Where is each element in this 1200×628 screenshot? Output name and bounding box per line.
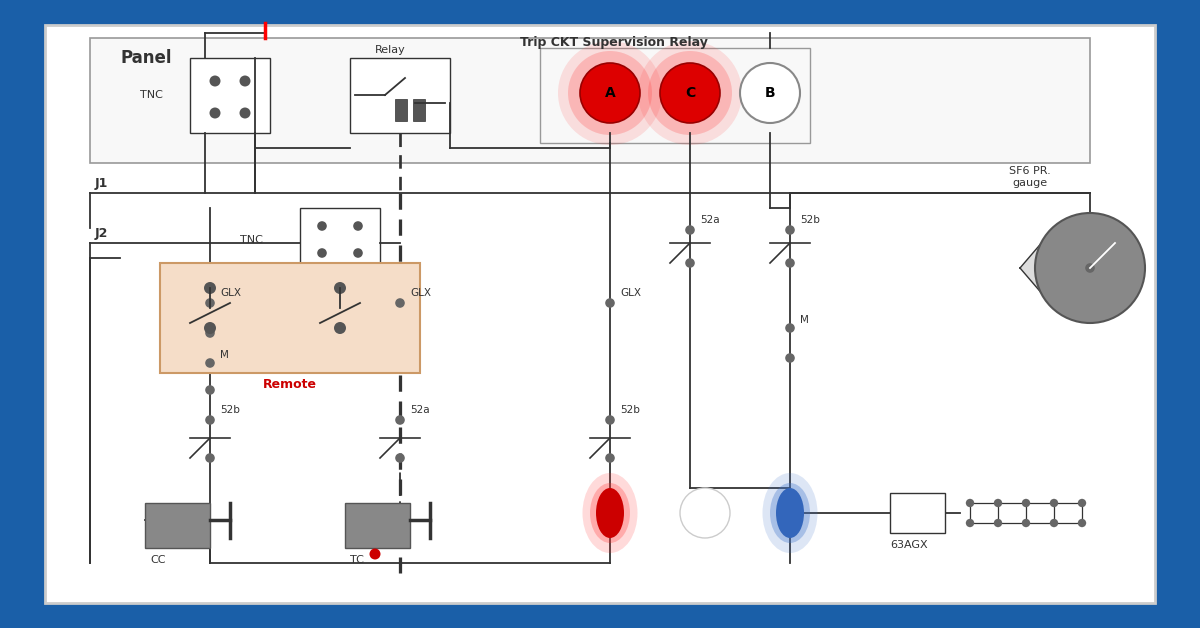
Circle shape <box>395 415 404 425</box>
Circle shape <box>994 499 1002 507</box>
Text: M: M <box>800 315 809 325</box>
Bar <box>395 99 407 121</box>
Text: 52a: 52a <box>700 215 720 225</box>
Text: 63AGX: 63AGX <box>890 540 928 550</box>
Circle shape <box>210 75 221 87</box>
Circle shape <box>605 415 614 425</box>
Circle shape <box>240 75 251 87</box>
Text: B: B <box>764 86 775 100</box>
Circle shape <box>680 488 730 538</box>
Circle shape <box>1022 519 1030 527</box>
Circle shape <box>317 248 326 258</box>
Bar <box>145 503 210 548</box>
Circle shape <box>685 258 695 268</box>
Text: SF6 PR.
gauge: SF6 PR. gauge <box>1009 166 1051 188</box>
Circle shape <box>205 298 215 308</box>
Circle shape <box>605 298 614 308</box>
Circle shape <box>966 519 974 527</box>
Circle shape <box>568 51 652 135</box>
Circle shape <box>334 322 346 334</box>
Text: 52b: 52b <box>800 215 820 225</box>
Circle shape <box>205 358 215 368</box>
Bar <box>300 208 380 273</box>
Circle shape <box>558 41 662 145</box>
Circle shape <box>1034 213 1145 323</box>
Text: J2: J2 <box>95 227 108 240</box>
Bar <box>90 38 1090 163</box>
Circle shape <box>204 322 216 334</box>
Circle shape <box>334 282 346 294</box>
Circle shape <box>205 415 215 425</box>
Circle shape <box>605 453 614 463</box>
Bar <box>890 493 946 533</box>
Circle shape <box>1078 499 1086 507</box>
Ellipse shape <box>582 473 637 553</box>
Circle shape <box>204 282 216 294</box>
Circle shape <box>1085 263 1094 273</box>
Bar <box>350 58 450 133</box>
Circle shape <box>240 107 251 119</box>
Circle shape <box>994 519 1002 527</box>
Circle shape <box>785 323 794 333</box>
Bar <box>190 58 270 133</box>
Circle shape <box>660 63 720 123</box>
Circle shape <box>785 258 794 268</box>
Circle shape <box>205 385 215 395</box>
Ellipse shape <box>762 473 817 553</box>
Text: 52b: 52b <box>220 405 240 415</box>
Text: TNC: TNC <box>140 90 163 100</box>
Circle shape <box>685 225 695 235</box>
Circle shape <box>353 248 362 258</box>
Circle shape <box>648 51 732 135</box>
Circle shape <box>1050 519 1058 527</box>
Circle shape <box>740 63 800 123</box>
Text: Remote: Remote <box>263 378 317 391</box>
Circle shape <box>395 453 404 463</box>
Circle shape <box>353 221 362 231</box>
Ellipse shape <box>776 488 804 538</box>
Circle shape <box>580 63 640 123</box>
Circle shape <box>1050 499 1058 507</box>
Text: GLX: GLX <box>620 288 641 298</box>
Ellipse shape <box>590 483 630 543</box>
Text: TNC: TNC <box>240 235 263 245</box>
Ellipse shape <box>770 483 810 543</box>
Text: J1: J1 <box>95 177 108 190</box>
Text: CC: CC <box>150 555 166 565</box>
Circle shape <box>785 353 794 363</box>
Circle shape <box>1078 519 1086 527</box>
Text: Panel: Panel <box>120 49 172 67</box>
Circle shape <box>210 107 221 119</box>
Text: M: M <box>220 350 229 360</box>
Text: GLX: GLX <box>220 288 241 298</box>
Circle shape <box>205 328 215 338</box>
Bar <box>540 48 810 143</box>
Bar <box>160 263 420 373</box>
Text: Trip CKT Supervision Relay: Trip CKT Supervision Relay <box>520 36 708 49</box>
Circle shape <box>317 221 326 231</box>
Circle shape <box>638 41 742 145</box>
Circle shape <box>395 298 404 308</box>
Text: TC: TC <box>350 555 364 565</box>
Text: GLX: GLX <box>410 288 431 298</box>
Circle shape <box>966 499 974 507</box>
Ellipse shape <box>596 488 624 538</box>
Circle shape <box>1022 499 1030 507</box>
Polygon shape <box>1020 233 1050 303</box>
Text: 52a: 52a <box>410 405 430 415</box>
Circle shape <box>370 548 380 560</box>
Circle shape <box>205 453 215 463</box>
Bar <box>346 503 410 548</box>
Text: C: C <box>685 86 695 100</box>
Bar <box>413 99 425 121</box>
Text: 52b: 52b <box>620 405 640 415</box>
Text: Relay: Relay <box>374 45 406 55</box>
Text: A: A <box>605 86 616 100</box>
Circle shape <box>785 225 794 235</box>
